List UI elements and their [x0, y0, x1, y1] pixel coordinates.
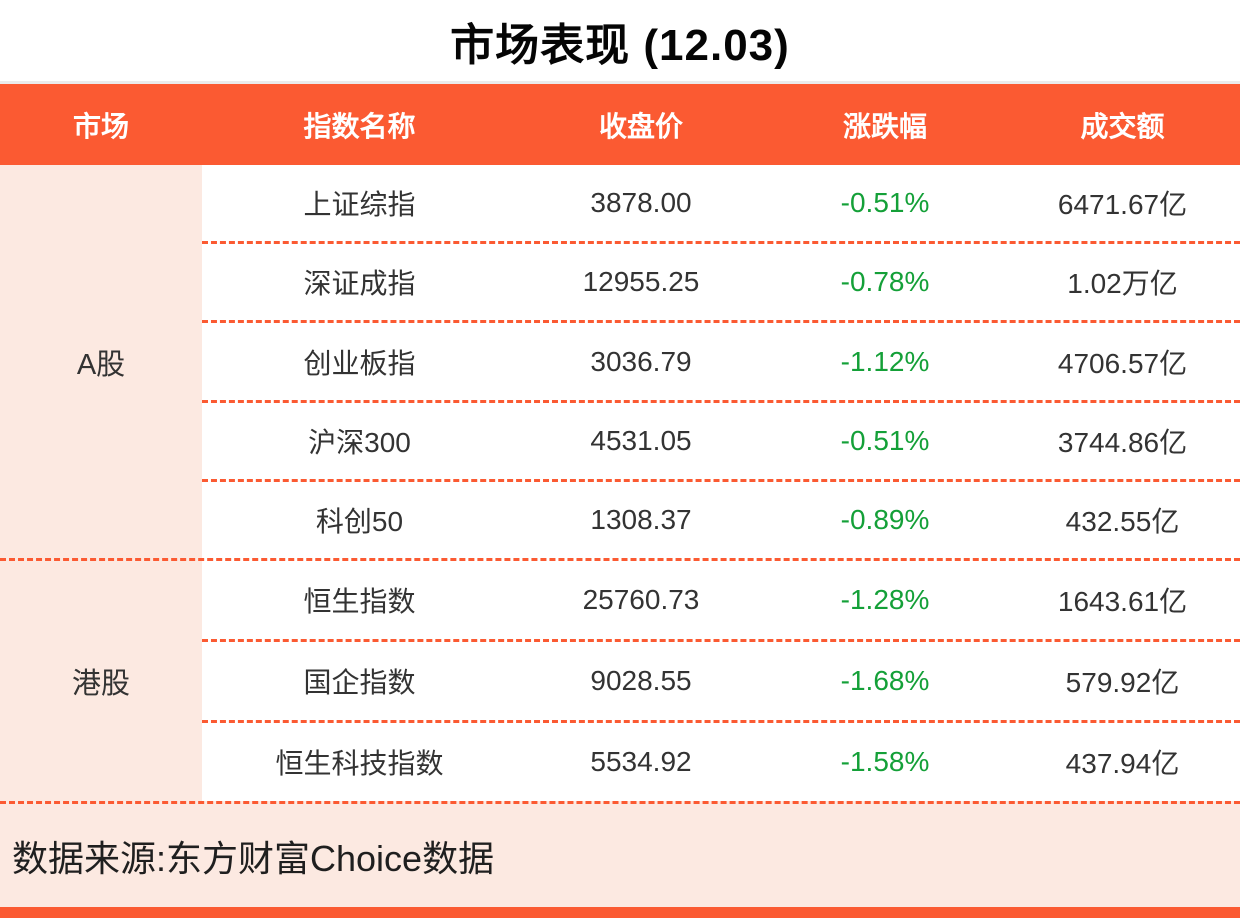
close-price-cell: 9028.55	[590, 665, 692, 696]
index-name-cell: 沪深300	[308, 426, 411, 458]
index-name-cell: 上证综指	[303, 189, 416, 221]
table-row: 深证成指 12955.25 -0.78% 1.02万亿	[202, 241, 1240, 320]
data-source-bar: 数据来源:东方财富Choice数据	[0, 801, 1240, 907]
turnover-cell: 1643.61亿	[1057, 586, 1188, 617]
table-row: 国企指数 9028.55 -1.68% 579.92亿	[202, 639, 1240, 720]
close-price-cell: 25760.73	[582, 584, 700, 615]
header-turnover: 成交额	[1080, 110, 1165, 142]
table-row: 沪深300 4531.05 -0.51% 3744.86亿	[202, 399, 1240, 479]
close-price-cell: 12955.25	[582, 266, 700, 298]
page-title: 市场表现 (12.03)	[450, 20, 790, 70]
change-pct-cell: -0.78%	[840, 266, 930, 298]
close-price-cell: 3036.79	[590, 345, 692, 377]
turnover-cell: 579.92亿	[1065, 667, 1180, 698]
change-pct-cell: -0.51%	[840, 187, 930, 219]
index-name-cell: 恒生科技指数	[275, 748, 444, 779]
change-pct-cell: -1.58%	[840, 746, 930, 777]
index-name-cell: 国企指数	[303, 667, 416, 698]
change-pct-cell: -0.51%	[840, 424, 930, 456]
turnover-cell: 432.55亿	[1065, 505, 1180, 537]
turnover-cell: 6471.67亿	[1057, 189, 1188, 221]
table-row: 恒生科技指数 5534.92 -1.58% 437.94亿	[202, 720, 1240, 801]
change-pct-cell: -1.28%	[840, 584, 930, 615]
group-rows: 恒生指数 25760.73 -1.28% 1643.61亿国企指数 9028.55 -1.…	[202, 561, 1240, 801]
change-pct-cell: -1.68%	[840, 665, 930, 696]
index-name-cell: 恒生指数	[303, 586, 416, 617]
table-row: 上证综指 3878.00 -0.51% 6471.67亿	[202, 165, 1240, 241]
table-row: 创业板指 3036.79 -1.12% 4706.57亿	[202, 320, 1240, 399]
market-group: A股 上证综指 3878.00 -0.51% 6471.67亿深证成指 12955.25 -…	[0, 165, 1240, 558]
change-pct-cell: -0.89%	[840, 503, 930, 535]
data-source-text: 数据来源:东方财富Choice数据	[12, 837, 495, 879]
turnover-cell: 1.02万亿	[1067, 268, 1178, 300]
close-price-cell: 4531.05	[590, 424, 692, 456]
close-price-cell: 1308.37	[590, 503, 692, 535]
table-row: 科创50 1308.37 -0.89% 432.55亿	[202, 478, 1240, 558]
header-close-price: 收盘价	[598, 110, 683, 142]
index-name-cell: 科创50	[315, 505, 404, 537]
table-row: 恒生指数 25760.73 -1.28% 1643.61亿	[202, 561, 1240, 639]
turnover-cell: 437.94亿	[1065, 748, 1180, 779]
market-group-label: A股	[76, 348, 126, 381]
header-market: 市场	[72, 110, 129, 142]
index-name-cell: 深证成指	[303, 268, 416, 300]
close-price-cell: 3878.00	[590, 187, 692, 219]
group-rows: 上证综指 3878.00 -0.51% 6471.67亿深证成指 12955.25 -0.…	[202, 165, 1240, 558]
header-index-name: 指数名称	[303, 110, 416, 142]
index-name-cell: 创业板指	[303, 347, 416, 379]
table-header-row: 市场 指数名称 收盘价 涨跌幅 成交额	[0, 81, 1240, 165]
change-pct-cell: -1.12%	[840, 345, 930, 377]
close-price-cell: 5534.92	[590, 746, 692, 777]
bottom-accent-bar	[0, 907, 1240, 918]
market-group: 港股 恒生指数 25760.73 -1.28% 1643.61亿国企指数 9028.55 -…	[0, 558, 1240, 801]
turnover-cell: 3744.86亿	[1057, 426, 1188, 458]
market-group-label: 港股	[71, 668, 130, 700]
header-change-pct: 涨跌幅	[842, 110, 927, 142]
table-body: A股 上证综指 3878.00 -0.51% 6471.67亿深证成指 12955.25 -…	[0, 165, 1240, 801]
turnover-cell: 4706.57亿	[1057, 347, 1188, 379]
